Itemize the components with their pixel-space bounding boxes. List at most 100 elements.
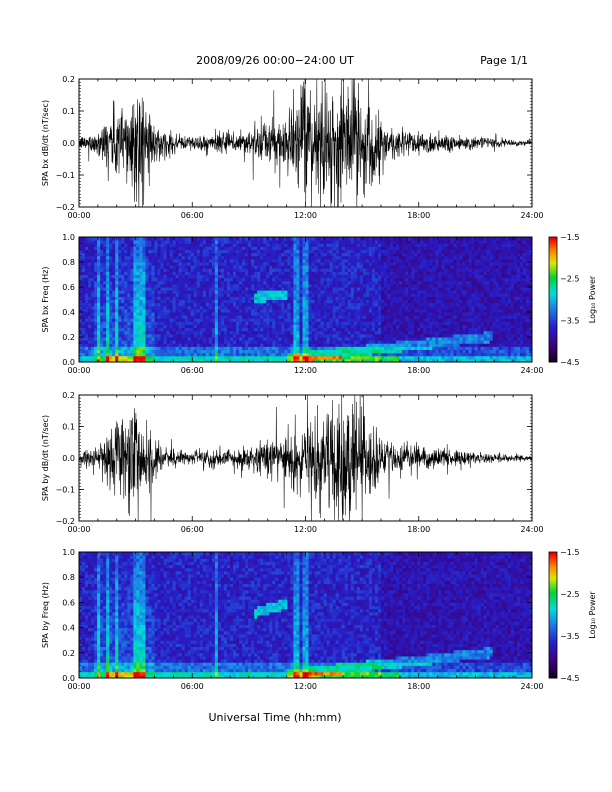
spectrogram-cell <box>193 268 198 272</box>
spectrogram-cell <box>435 296 439 301</box>
spectrogram-cell <box>374 308 379 313</box>
spectrogram-cell <box>417 274 421 279</box>
spectrogram-cell <box>202 352 207 357</box>
spectrogram-cell <box>181 352 186 357</box>
spectrogram-cell <box>317 268 322 272</box>
spectrogram-cell <box>341 315 346 319</box>
spectrogram-cell <box>402 287 406 291</box>
spectrogram-cell <box>381 246 385 251</box>
spectrogram-cell <box>184 249 189 254</box>
spectrogram-cell <box>420 327 424 332</box>
spectrogram-cell <box>359 358 364 363</box>
spectrogram-cell <box>305 321 310 326</box>
spectrogram-cell <box>151 318 155 322</box>
spectrogram-cell <box>130 321 134 326</box>
spectrogram-cell <box>423 312 427 316</box>
spectrogram-cell <box>281 237 285 241</box>
spectrogram-cell <box>88 318 92 322</box>
spectrogram-cell <box>103 321 107 326</box>
spectrogram-cell <box>393 346 397 351</box>
spectrogram-cell <box>374 349 379 354</box>
spectrogram-cell <box>377 268 382 272</box>
spectrogram-cell <box>82 352 86 357</box>
spectrogram-cell <box>257 290 261 294</box>
spectrogram-cell <box>365 252 370 257</box>
spectrogram-cell <box>226 258 231 263</box>
spectrogram-cell <box>214 333 219 338</box>
spectrogram-cell <box>109 340 113 344</box>
spectrogram-cell <box>362 330 367 335</box>
spectrogram-cell <box>166 290 171 294</box>
spectrogram-cell <box>335 290 340 294</box>
spectrogram-cell <box>314 315 319 319</box>
spectrogram-cell <box>175 340 180 344</box>
spectrogram-cell <box>278 293 282 297</box>
spectrogram-cell <box>217 249 222 254</box>
spectrogram-cell <box>88 299 92 304</box>
spectrogram-cell <box>293 296 297 301</box>
spectrogram-cell <box>118 343 122 347</box>
spectrogram-cell <box>281 293 285 297</box>
spectrogram-cell <box>396 280 400 285</box>
spectrogram-cell <box>181 305 186 310</box>
spectrogram-cell <box>245 315 249 319</box>
spectrogram-cell <box>85 312 89 316</box>
spectrogram-cell <box>275 315 279 319</box>
spectrogram-cell <box>384 299 388 304</box>
spectrogram-cell <box>257 305 261 310</box>
spectrogram-cell <box>154 243 159 247</box>
spectrogram-cell <box>387 252 391 257</box>
spectrogram-cell <box>417 265 421 269</box>
spectrogram-cell <box>429 315 433 319</box>
spectrogram-cell <box>79 271 83 276</box>
spectrogram-cell <box>326 265 331 269</box>
spectrogram-cell <box>157 287 162 291</box>
spectrogram-cell <box>393 324 397 329</box>
spectrogram-cell <box>387 330 391 335</box>
spectrogram-cell <box>420 246 424 251</box>
spectrogram-cell <box>299 246 303 251</box>
spectrogram-cell <box>178 271 183 276</box>
spectrogram-cell <box>384 274 388 279</box>
spectrogram-cell <box>374 240 379 244</box>
spectrogram-cell <box>290 271 294 276</box>
spectrogram-cell <box>223 296 228 301</box>
spectrogram-cell <box>145 280 149 285</box>
spectrogram-cell <box>384 237 388 241</box>
spectrogram-cell <box>390 312 394 316</box>
spectrogram-cell <box>181 255 186 260</box>
spectrogram-cell <box>85 237 89 241</box>
spectrogram-cell <box>341 305 346 310</box>
spectrogram-cell <box>127 287 131 291</box>
spectrogram-cell <box>347 287 352 291</box>
spectrogram-cell <box>323 315 328 319</box>
spectrogram-cell <box>184 237 189 241</box>
spectrogram-cell <box>390 280 394 285</box>
spectrogram-cell <box>109 349 113 354</box>
spectrogram-cell <box>151 283 155 288</box>
spectrogram-cell <box>335 352 340 357</box>
spectrogram-cell <box>133 277 137 282</box>
spectrogram-cell <box>199 318 204 322</box>
spectrogram-cell <box>305 283 310 288</box>
spectrogram-cell <box>172 293 177 297</box>
spectrogram-cell <box>347 265 352 269</box>
spectrogram-cell <box>91 268 95 272</box>
spectrogram-cell <box>226 333 231 338</box>
spectrogram-cell <box>290 277 294 282</box>
spectrogram-cell <box>169 283 174 288</box>
spectrogram-cell <box>239 299 243 304</box>
spectrogram-cell <box>368 258 373 263</box>
spectrogram-cell <box>311 237 316 241</box>
spectrogram-cell <box>371 290 376 294</box>
spectrogram-cell <box>142 308 146 313</box>
spectrogram-cell <box>284 265 288 269</box>
spectrogram-cell <box>429 290 433 294</box>
spectrogram-cell <box>91 346 95 351</box>
spectrogram-cell <box>417 308 421 313</box>
spectrogram-cell <box>251 271 255 276</box>
spectrogram-cell <box>121 312 125 316</box>
spectrogram-cell <box>148 258 152 263</box>
spectrogram-cell <box>278 255 282 260</box>
spectrogram-cell <box>242 246 246 251</box>
